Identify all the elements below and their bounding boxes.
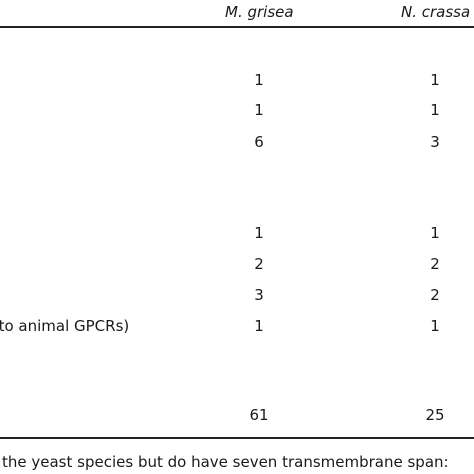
table-cell-n-crassa: 3: [430, 133, 440, 151]
table-row-label: s to animal GPCRs): [0, 317, 130, 335]
table-cell-m-grisea: 1: [254, 224, 264, 242]
table-cell-m-grisea: 2: [254, 255, 264, 273]
table-cell-n-crassa: 1: [430, 71, 440, 89]
table-cell-m-grisea: 3: [254, 286, 264, 304]
table-cell-n-crassa: 1: [430, 224, 440, 242]
table-cell-m-grisea: 1: [254, 317, 264, 335]
table-cell-n-crassa: 2: [430, 255, 440, 273]
column-header-n-crassa: N. crassa: [401, 3, 471, 21]
table-cell-n-crassa: 1: [430, 101, 440, 119]
table-cell-m-grisea: 6: [254, 133, 264, 151]
table-cell-m-grisea: 1: [254, 101, 264, 119]
table-cell-n-crassa-total: 25: [425, 406, 445, 424]
table-top-rule: [0, 26, 474, 28]
table-bottom-rule: [0, 437, 474, 439]
table-cell-m-grisea: 1: [254, 71, 264, 89]
table-cell-n-crassa: 2: [430, 286, 440, 304]
table-footnote: the yeast species but do have seven tran…: [2, 453, 449, 471]
table-cell-m-grisea-total: 61: [249, 406, 269, 424]
table-cell-n-crassa: 1: [430, 317, 440, 335]
column-header-m-grisea: M. grisea: [225, 3, 294, 21]
